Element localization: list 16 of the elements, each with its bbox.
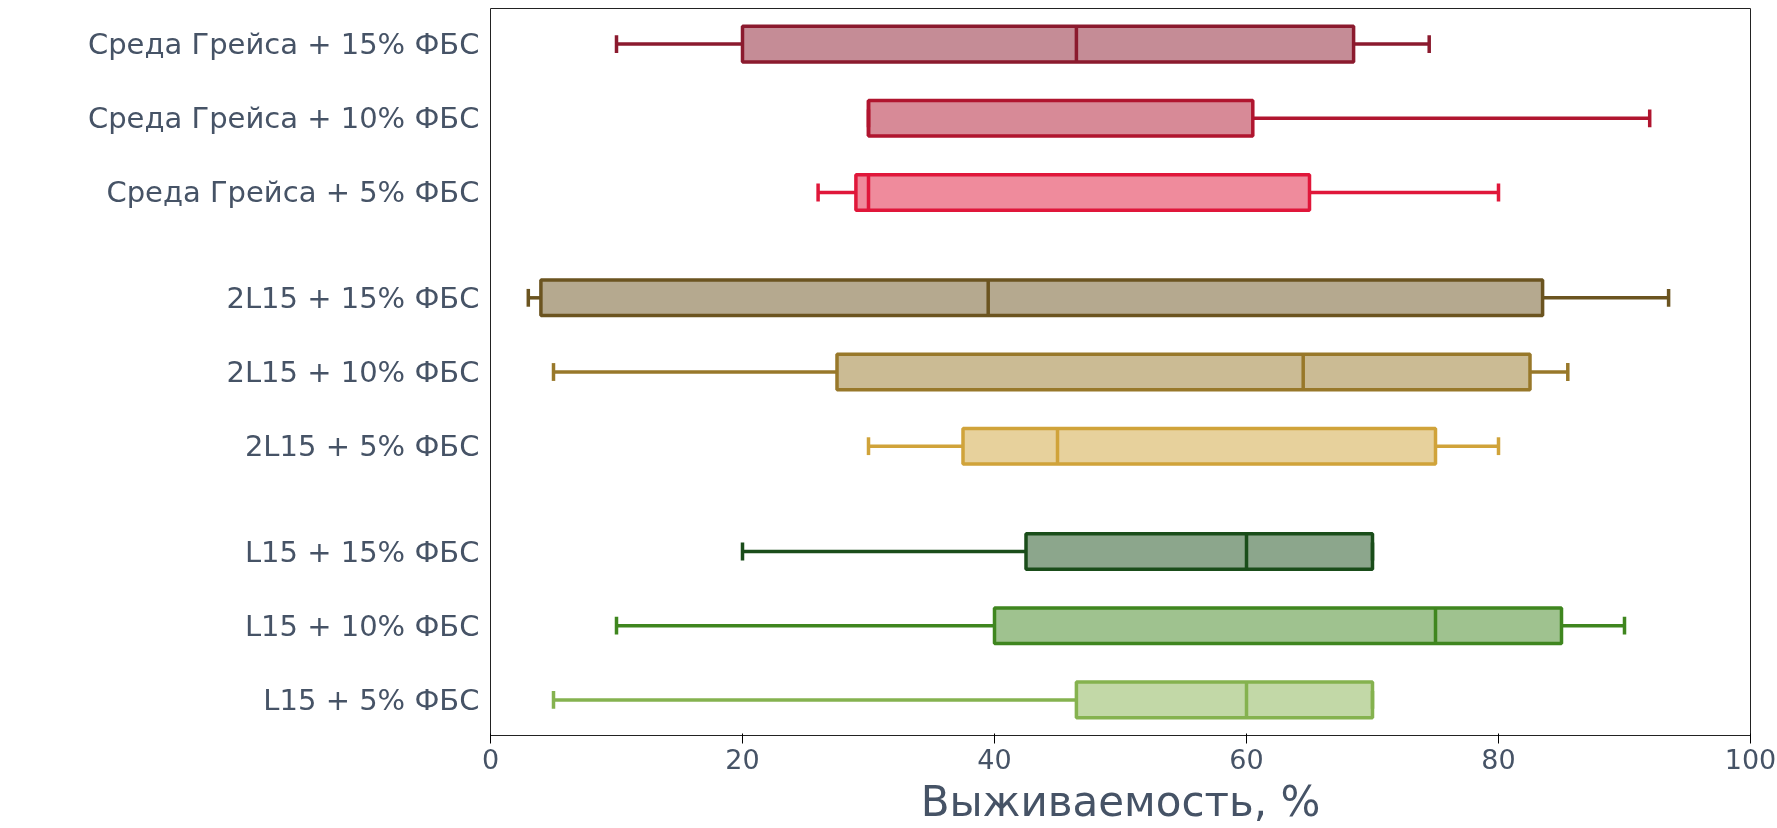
y-tick-label: 2L15 + 15% ФБС <box>226 280 480 315</box>
y-tick-label: 2L15 + 5% ФБС <box>244 429 480 464</box>
x-axis-title: Выживаемость, % <box>920 776 1321 826</box>
y-tick-label: 2L15 + 10% ФБС <box>226 355 480 389</box>
x-tick-label: 0 <box>481 743 500 775</box>
x-tick-label: 20 <box>725 743 760 775</box>
x-tick-label: 80 <box>1481 743 1516 775</box>
y-tick-label: L15 + 15% ФБС <box>244 534 480 569</box>
x-tick-label: 60 <box>1229 743 1264 775</box>
y-tick-label: Среда Грейса + 5% ФБС <box>106 175 480 210</box>
x-tick-label: 40 <box>977 743 1012 775</box>
y-tick-label: L15 + 5% ФБС <box>263 682 480 717</box>
y-tick-label: L15 + 10% ФБС <box>244 608 480 643</box>
y-tick-label: Среда Грейса + 15% ФБС <box>87 27 480 62</box>
x-tick-label: 100 <box>1724 743 1777 775</box>
y-tick-label: Среда Грейса + 10% ФБС <box>87 101 480 136</box>
